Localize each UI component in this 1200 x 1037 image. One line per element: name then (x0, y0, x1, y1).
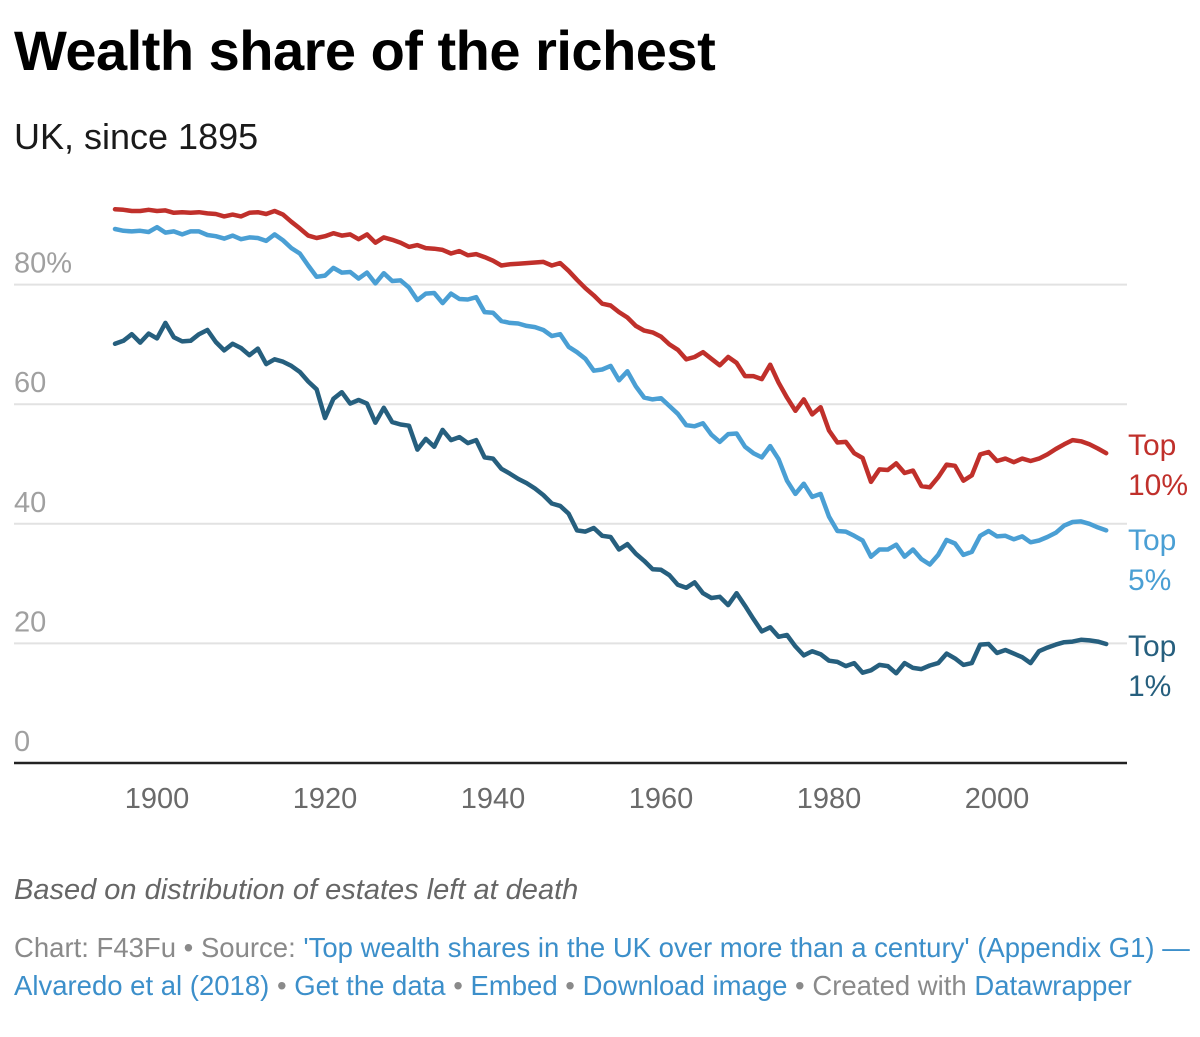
series-lines (112, 207, 1109, 676)
series-label-top1: 1% (1128, 670, 1171, 703)
source-link[interactable]: 'Top wealth shares in the UK over more t… (14, 932, 1190, 1001)
bullet-separator: • (453, 970, 463, 1001)
chart-footer: Chart: F43Fu • Source: 'Top wealth share… (14, 929, 1190, 1005)
y-tick-label: 40 (14, 487, 46, 519)
get-the-data-link[interactable]: Get the data (294, 970, 446, 1001)
y-axis-tick-labels: 0 20 40 60 80% (14, 248, 72, 758)
series-label-top5: Top (1128, 524, 1176, 557)
x-tick-label: 1900 (125, 783, 190, 815)
x-tick-label: 1960 (629, 783, 694, 815)
series-label-top10: 10% (1128, 469, 1188, 502)
y-tick-label: 80% (14, 248, 72, 280)
bullet-separator: • (565, 970, 575, 1001)
gridlines (14, 283, 1127, 645)
series-label-top5: 5% (1128, 564, 1171, 597)
download-image-link[interactable]: Download image (582, 970, 788, 1001)
chart-title: Wealth share of the richest (14, 19, 716, 82)
y-tick-label: 60 (14, 367, 46, 399)
bullet-separator: • (795, 970, 805, 1001)
series-line-top1 (112, 320, 1109, 676)
bullet-separator: • (183, 932, 194, 963)
series-line-top10 (112, 207, 1109, 490)
line-chart: 0 20 40 60 80% Top 10% Top 5% Top 1% 1900 1920 1940… (14, 207, 1188, 815)
x-axis-tick-labels: 1900 1920 1940 1960 1980 2000 (125, 783, 1030, 815)
chart-notes: Based on distribution of estates left at… (14, 874, 579, 906)
created-with-label: Created with (812, 970, 967, 1001)
embed-link[interactable]: Embed (470, 970, 558, 1001)
bullet-separator: • (276, 970, 287, 1001)
x-tick-label: 1940 (461, 783, 526, 815)
x-tick-label: 1980 (797, 783, 862, 815)
x-tick-label: 2000 (965, 783, 1030, 815)
chart-subtitle: UK, since 1895 (14, 116, 259, 157)
series-line-top5 (112, 224, 1109, 567)
series-labels: Top 10% Top 5% Top 1% (1128, 429, 1188, 703)
datawrapper-link[interactable]: Datawrapper (974, 970, 1132, 1001)
y-tick-label: 0 (14, 726, 30, 758)
series-label-top1: Top (1128, 630, 1176, 663)
series-label-top10: Top (1128, 429, 1176, 462)
source-label: Source: (200, 932, 296, 963)
chart-id-label: Chart: F43Fu (14, 932, 177, 963)
y-tick-label: 20 (14, 606, 46, 638)
x-tick-label: 1920 (293, 783, 358, 815)
